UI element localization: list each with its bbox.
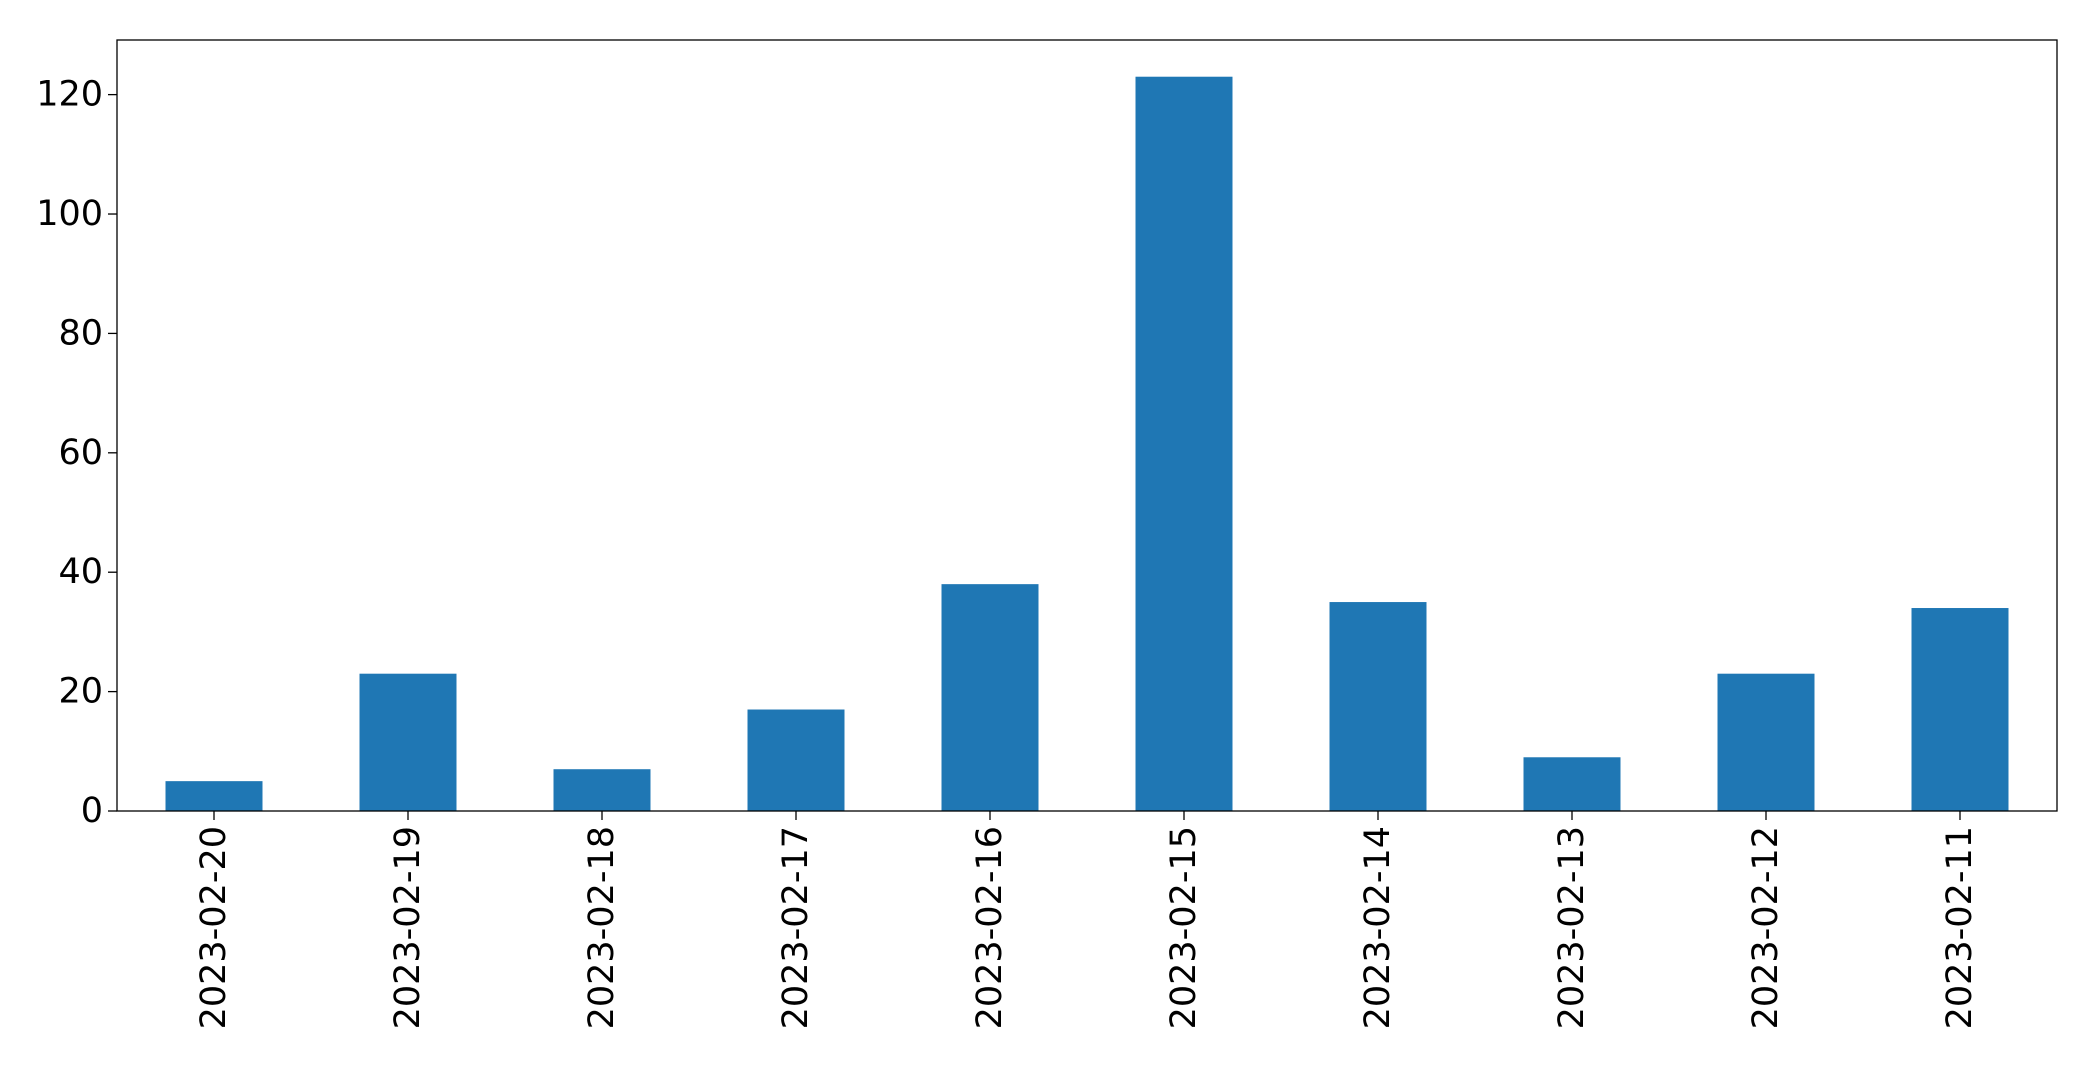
bar-2023-02-19: [359, 673, 457, 811]
y-tick-label: 120: [36, 75, 103, 115]
x-tick-label: 2023-02-20: [194, 826, 234, 1029]
y-tick-label: 20: [58, 672, 103, 712]
x-tick-label: 2023-02-12: [1746, 826, 1786, 1029]
y-tick-label: 40: [58, 552, 103, 592]
x-tick-label: 2023-02-11: [1940, 826, 1980, 1029]
bar-2023-02-16: [941, 584, 1039, 811]
x-tick-label: 2023-02-17: [776, 826, 816, 1029]
bars: [165, 76, 2009, 811]
x-tick-label: 2023-02-15: [1164, 826, 1204, 1029]
bar-2023-02-13: [1523, 757, 1621, 811]
bar-2023-02-17: [747, 709, 845, 811]
x-tick-label: 2023-02-19: [388, 826, 428, 1029]
bar-2023-02-12: [1717, 673, 1815, 811]
x-tick-label: 2023-02-14: [1358, 826, 1398, 1029]
bar-2023-02-15: [1135, 76, 1233, 811]
bar-2023-02-11: [1911, 608, 2009, 811]
y-tick-label: 60: [58, 433, 103, 473]
bar-2023-02-18: [553, 769, 651, 811]
y-tick-label: 100: [36, 194, 103, 234]
x-tick-label: 2023-02-13: [1552, 826, 1592, 1029]
y-axis: 0 20 40 60 80 100 120: [36, 75, 117, 831]
bar-2023-02-20: [165, 781, 263, 811]
plot-frame: [116, 39, 2058, 812]
x-axis: 2023-02-20 2023-02-19 2023-02-18 2023-02-17…: [194, 811, 1980, 1029]
y-tick-label: 0: [81, 791, 103, 831]
x-tick-label: 2023-02-16: [970, 826, 1010, 1029]
bar-2023-02-14: [1329, 602, 1427, 811]
x-tick-label: 2023-02-18: [582, 826, 622, 1029]
y-tick-label: 80: [58, 313, 103, 353]
